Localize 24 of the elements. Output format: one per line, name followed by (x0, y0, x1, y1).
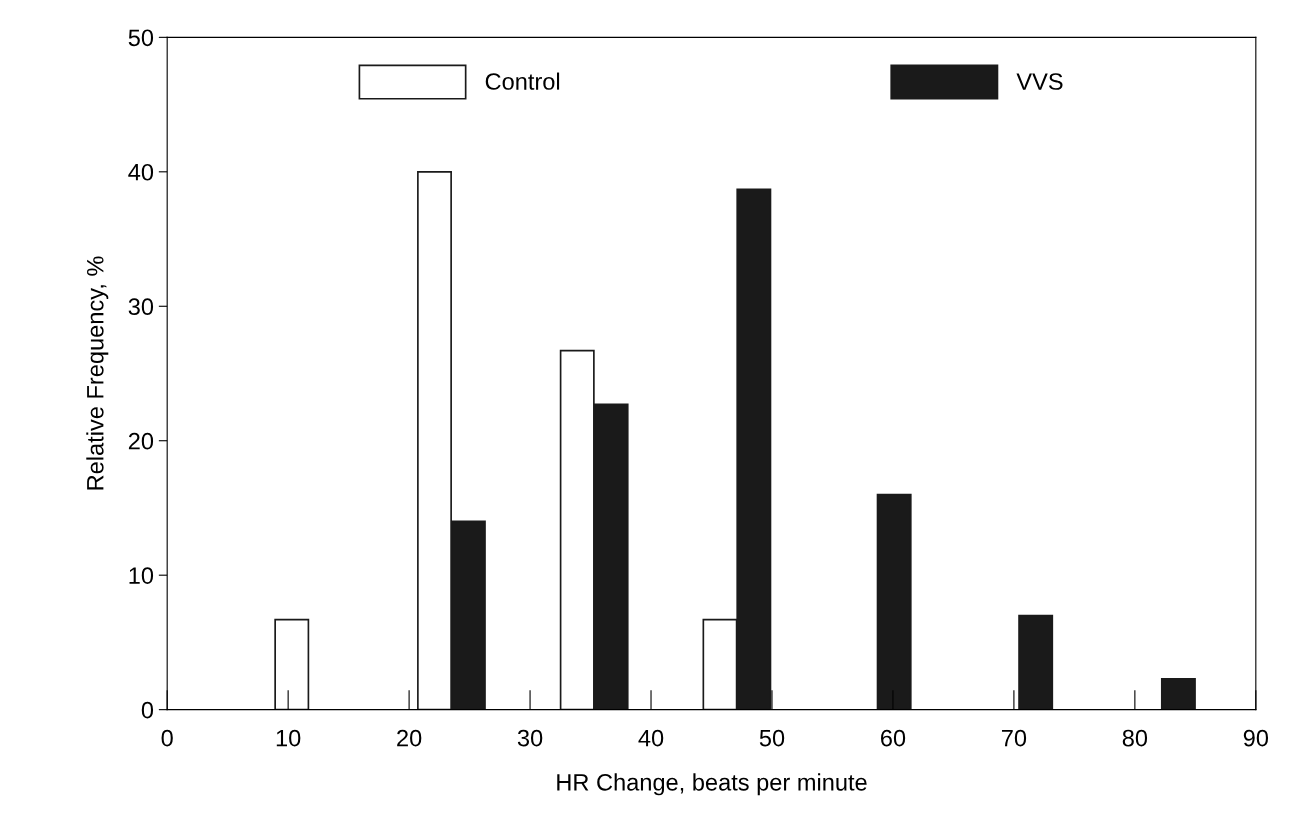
x-tick-label: 10 (276, 729, 301, 747)
x-tick-label: 20 (397, 729, 422, 747)
y-tick-label: 50 (128, 29, 154, 47)
x-tick-label: 30 (517, 729, 543, 747)
legend-label: Control (485, 72, 560, 90)
x-axis-title: HR Change, beats per minute (557, 773, 867, 796)
y-tick-label: 30 (128, 298, 154, 316)
x-tick-label: 80 (1122, 729, 1148, 747)
x-tick-label: 0 (161, 729, 173, 747)
bar (876, 493, 912, 710)
y-tick-label: 10 (129, 567, 154, 584)
x-tick-label: 70 (1001, 729, 1027, 747)
y-tick-label: 40 (128, 163, 154, 181)
x-tick-label: 60 (881, 729, 906, 747)
y-axis-title: Relative Frequency, % (86, 256, 109, 490)
x-tick-label: 90 (1243, 729, 1269, 747)
bar (1018, 614, 1054, 710)
y-tick-label: 0 (141, 701, 154, 719)
bar (1160, 677, 1196, 710)
y-tick-label: 20 (128, 432, 154, 450)
legend-label: VVS (1016, 73, 1063, 90)
x-tick-label: 40 (638, 729, 664, 747)
x-tick-label: 50 (759, 729, 785, 747)
bar (274, 618, 310, 710)
